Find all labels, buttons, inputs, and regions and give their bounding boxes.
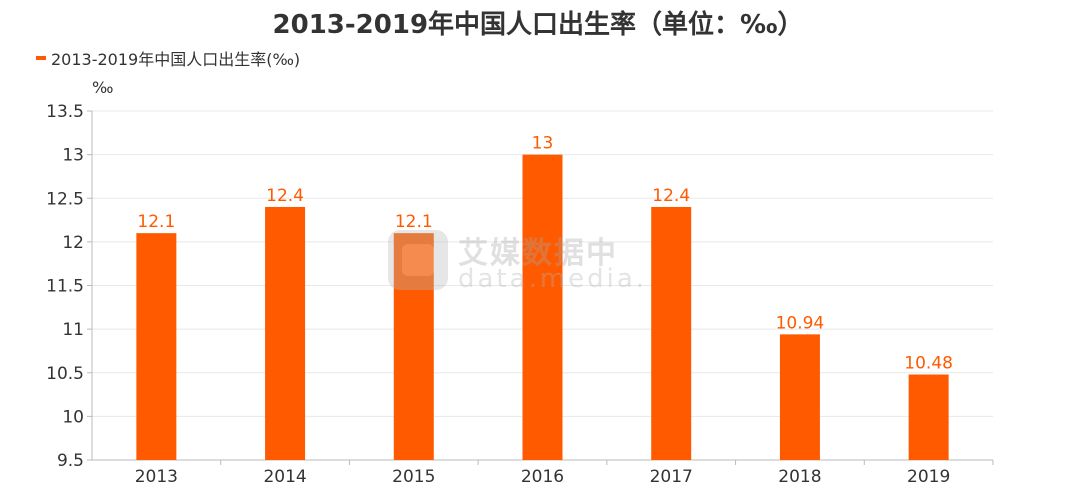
x-tick-label: 2014	[263, 467, 306, 485]
bar	[393, 233, 434, 460]
x-tick-label: 2013	[135, 467, 178, 485]
bar	[265, 206, 306, 460]
y-tick-label: 10	[62, 407, 84, 427]
legend[interactable]: 2013-2019年中国人口出生率(‰)	[36, 48, 301, 69]
bar	[651, 206, 692, 460]
legend-swatch	[36, 56, 46, 60]
data-label: 10.94	[776, 313, 825, 333]
y-tick-label: 10.5	[46, 364, 84, 384]
bar	[136, 233, 177, 460]
legend-label: 2013-2019年中国人口出生率(‰)	[51, 50, 301, 69]
x-tick-label: 2018	[778, 467, 821, 485]
data-label: 13	[532, 134, 554, 154]
x-tick-label: 2019	[907, 467, 950, 485]
y-tick-label: 9.5	[57, 451, 84, 471]
x-tick-label: 2015	[392, 467, 435, 485]
chart-title: 2013-2019年中国人口出生率（单位：‰）	[272, 10, 804, 40]
y-axis-unit-label: ‰	[92, 78, 114, 97]
data-label: 10.48	[904, 353, 953, 373]
y-tick-label: 11.5	[46, 277, 84, 297]
y-tick-label: 13	[62, 146, 84, 166]
bar	[522, 154, 563, 460]
data-label: 12.1	[137, 212, 175, 232]
data-label: 12.4	[266, 186, 304, 206]
y-tick-label: 12.5	[46, 189, 84, 209]
x-tick-label: 2016	[521, 467, 564, 485]
y-tick-label: 12	[62, 233, 84, 253]
data-label: 12.4	[652, 186, 690, 206]
y-tick-label: 11	[62, 320, 84, 340]
bar	[908, 374, 949, 460]
data-label: 12.1	[395, 212, 433, 232]
x-tick-label: 2017	[650, 467, 693, 485]
bar	[779, 334, 820, 460]
y-tick-label: 13.5	[46, 102, 84, 122]
